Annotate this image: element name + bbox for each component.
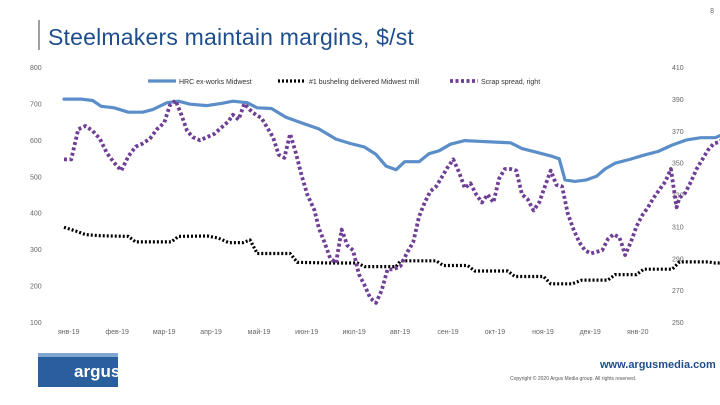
x-tick-label: апр-19 [200,329,222,336]
series-group [62,97,720,305]
legend: HRC ex-works Midwest #1 busheling deliver… [148,79,540,86]
x-tick-label: авг-19 [390,329,410,336]
x-tick-label: янв-19 [58,329,80,336]
x-tick-label: ноя-19 [532,329,554,336]
x-tick-label: янв-20 [627,329,649,336]
x-tick-label: сен-19 [437,329,458,336]
series-line-0 [62,97,720,183]
x-tick-label: окт-19 [485,329,505,336]
legend-label-0: HRC ex-works Midwest [179,79,252,86]
legend-label-2: Scrap spread, right [481,79,540,86]
right-tick-label: 270 [672,288,684,295]
footer-copyright: Copyright © 2020 Argus Media group. All … [510,376,637,382]
x-tick-label: дек-19 [580,329,601,336]
left-tick-label: 100 [30,320,42,327]
right-tick-label: 330 [672,193,684,200]
left-tick-label: 600 [30,138,42,145]
x-tick-label: май-19 [248,328,271,336]
left-tick-label: 800 [30,65,42,72]
footer-url: www.argusmedia.com [600,359,716,371]
argus-logo-stripe [38,353,118,357]
right-tick-label: 370 [672,129,684,136]
legend-label-1: #1 busheling delivered Midwest mill [309,79,420,86]
left-tick-label: 300 [30,247,42,254]
series-line-1 [63,225,720,286]
right-tick-label: 250 [672,320,684,327]
right-y-axis: 250 270 290 310 330 350 370 390 410 [672,65,684,327]
title-accent-bar [38,20,40,50]
right-tick-label: 390 [672,97,684,104]
left-tick-label: 400 [30,211,42,218]
x-tick-label: июн-19 [295,329,318,336]
right-tick-label: 410 [672,65,684,72]
x-tick-label: мар-19 [153,329,176,336]
page-title: Steelmakers maintain margins, $/st [48,24,414,50]
left-tick-label: 200 [30,284,42,291]
x-axis: янв-19 фев-19 мар-19 апр-19 май-19 июн-19 июл-… [58,328,649,336]
right-tick-label: 310 [672,224,684,231]
left-tick-label: 700 [30,101,42,108]
x-tick-label: июл-19 [343,329,366,336]
right-tick-label: 350 [672,161,684,168]
series-line-2 [64,98,720,305]
argus-logo [38,357,118,387]
left-tick-label: 500 [30,174,42,181]
argus-logo-text: argus [74,362,121,381]
x-tick-label: фев-19 [105,329,129,336]
right-tick-label: 290 [672,256,684,263]
left-y-axis: 100 200 300 400 500 600 700 800 [30,65,42,327]
page-number: 8 [710,8,714,15]
